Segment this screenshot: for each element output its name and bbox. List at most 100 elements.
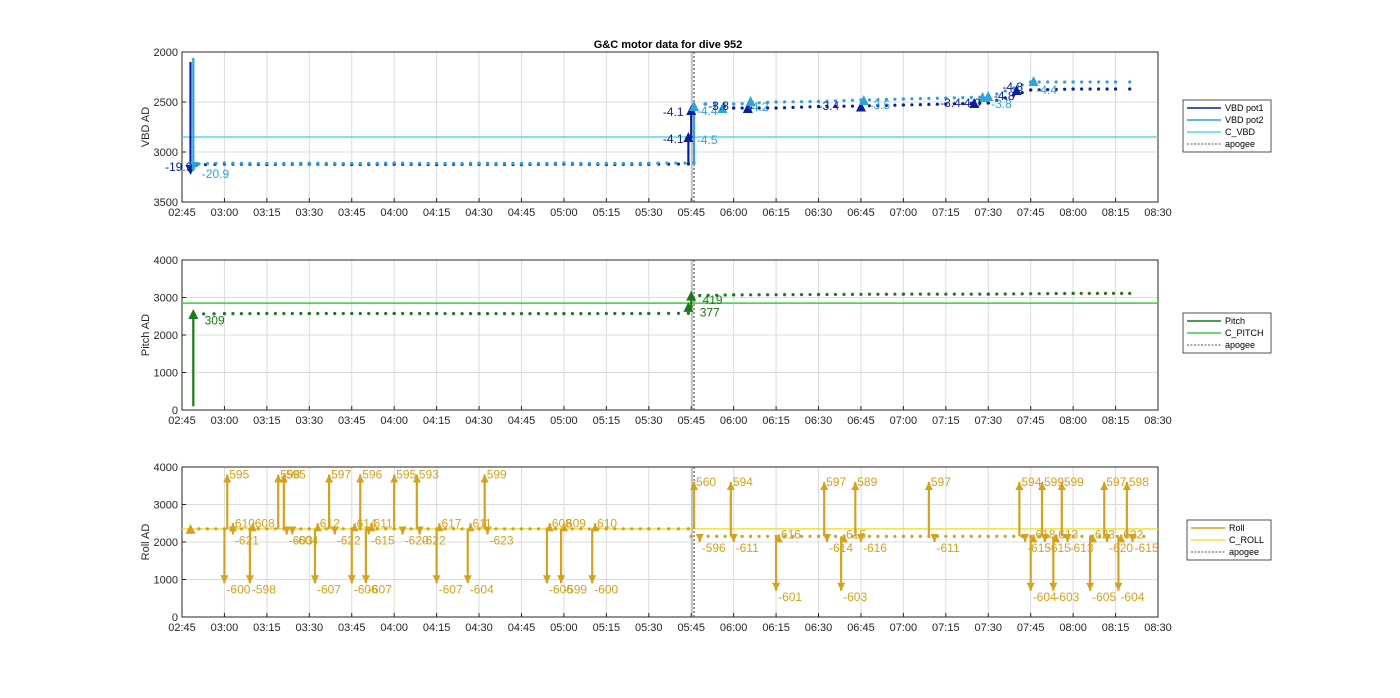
marker-up <box>858 95 869 105</box>
trace-point <box>918 292 922 296</box>
trace-point <box>587 311 591 316</box>
trace-point <box>757 534 761 538</box>
x-tick-label: 08:30 <box>1144 415 1172 427</box>
x-tick-label: 03:00 <box>211 207 239 219</box>
trace-point <box>545 161 549 165</box>
trace-point <box>214 527 218 531</box>
x-tick-label: 06:00 <box>720 207 748 219</box>
pulse-label: -613 <box>1069 541 1093 555</box>
trace-point <box>893 292 897 296</box>
trace-point <box>978 534 982 538</box>
pulse-arrow-up <box>412 474 421 483</box>
trace-point <box>833 99 838 103</box>
panels: 02:45 03:00 03:15 03:30 03:45 04:00 04:15 04:30… <box>140 47 1172 634</box>
trace-point <box>791 293 795 297</box>
trace-point <box>205 527 210 531</box>
y-tick-label: 2000 <box>154 537 178 549</box>
trace-point <box>876 534 880 538</box>
pulse-arrow-up <box>1038 482 1047 490</box>
trace-point <box>689 534 693 538</box>
pulse-label: 594 <box>733 475 753 489</box>
trace-point <box>1087 291 1091 295</box>
trace-point <box>392 161 396 165</box>
trace-point <box>1071 87 1075 91</box>
trace-point <box>384 527 388 531</box>
trace-point <box>392 311 396 316</box>
x-tick-label: 08:15 <box>1102 622 1130 634</box>
trace-point <box>1098 534 1102 538</box>
pulse-arrow-down <box>282 526 291 535</box>
x-tick-label: 07:30 <box>974 622 1002 634</box>
trace-point <box>587 161 591 165</box>
pulse-arrow-down <box>398 526 407 535</box>
trace-point <box>231 161 235 165</box>
y-tick-label: 3000 <box>154 293 178 305</box>
trace-point <box>324 527 328 531</box>
trace-point <box>324 311 328 316</box>
trace-point <box>833 292 838 297</box>
trace-point <box>1088 80 1092 84</box>
pulse-arrow-down <box>772 582 781 591</box>
trace-point <box>666 311 671 315</box>
trace-point <box>451 161 456 165</box>
data-label: -3.4 <box>819 99 840 113</box>
trace-point <box>502 527 507 531</box>
pulse-arrow-down <box>1026 582 1035 591</box>
trace-point <box>884 292 889 296</box>
pulse-label: -607 <box>368 582 392 596</box>
pulse-label: 596 <box>362 468 382 482</box>
x-tick-label: 08:15 <box>1102 415 1130 427</box>
pulse-label: -603 <box>1055 590 1079 604</box>
trace-point <box>231 312 235 316</box>
pulse-arrow-up <box>774 534 783 543</box>
trace-point <box>367 311 371 316</box>
trace-point <box>799 100 804 104</box>
trace-point <box>1120 291 1124 295</box>
trace-point <box>850 104 855 108</box>
trace-point <box>273 311 277 316</box>
pulse-arrow-up <box>1117 534 1126 543</box>
trace-point <box>367 161 371 165</box>
pulse-label: -615 <box>1135 541 1159 555</box>
x-tick-label: 03:45 <box>338 415 366 427</box>
trace-point <box>299 311 303 316</box>
x-tick-label: 06:15 <box>762 622 790 634</box>
pulse-label: 597 <box>826 475 846 489</box>
trace-point <box>757 293 761 297</box>
pulse-label: -600 <box>594 582 618 596</box>
trace-point <box>799 292 804 297</box>
trace-point <box>570 161 575 165</box>
trace-point <box>1103 291 1108 295</box>
pulse-label: -598 <box>252 582 276 596</box>
pulse-label: 593 <box>419 468 439 482</box>
marker-up <box>188 309 199 319</box>
trace-point <box>740 293 744 297</box>
pulse-label: 597 <box>1106 475 1126 489</box>
data-label: -4.2 <box>748 100 769 114</box>
x-tick-label: 04:15 <box>423 622 451 634</box>
trace-point <box>265 311 269 316</box>
axes-border-pitch <box>181 259 1159 411</box>
x-tick-label: 07:15 <box>932 622 960 634</box>
trace-point <box>596 161 600 165</box>
trace-point <box>1046 292 1050 296</box>
pulse-label: 589 <box>857 475 877 489</box>
x-tick-label: 07:45 <box>1017 622 1045 634</box>
axes-vbd <box>181 51 1159 203</box>
x-tick-label: 06:45 <box>847 415 875 427</box>
trace-point <box>1096 87 1101 91</box>
pulse-arrow-down <box>245 575 254 584</box>
trace-point <box>202 312 206 316</box>
trace-point <box>1128 80 1132 84</box>
trace-point <box>732 102 736 106</box>
pulse-arrow-up <box>559 523 568 532</box>
pulse-label: -622 <box>422 534 446 548</box>
trace-point <box>952 102 956 106</box>
trace-point <box>774 293 778 297</box>
trace-point <box>825 99 829 103</box>
trace-point <box>1071 80 1075 84</box>
panel-roll: 02:45 03:00 03:15 03:30 03:45 04:00 04:15 04:30… <box>140 462 1172 634</box>
trace-point <box>935 102 939 106</box>
pulse-arrow-down <box>837 582 846 591</box>
x-tick-label: 04:45 <box>508 622 536 634</box>
